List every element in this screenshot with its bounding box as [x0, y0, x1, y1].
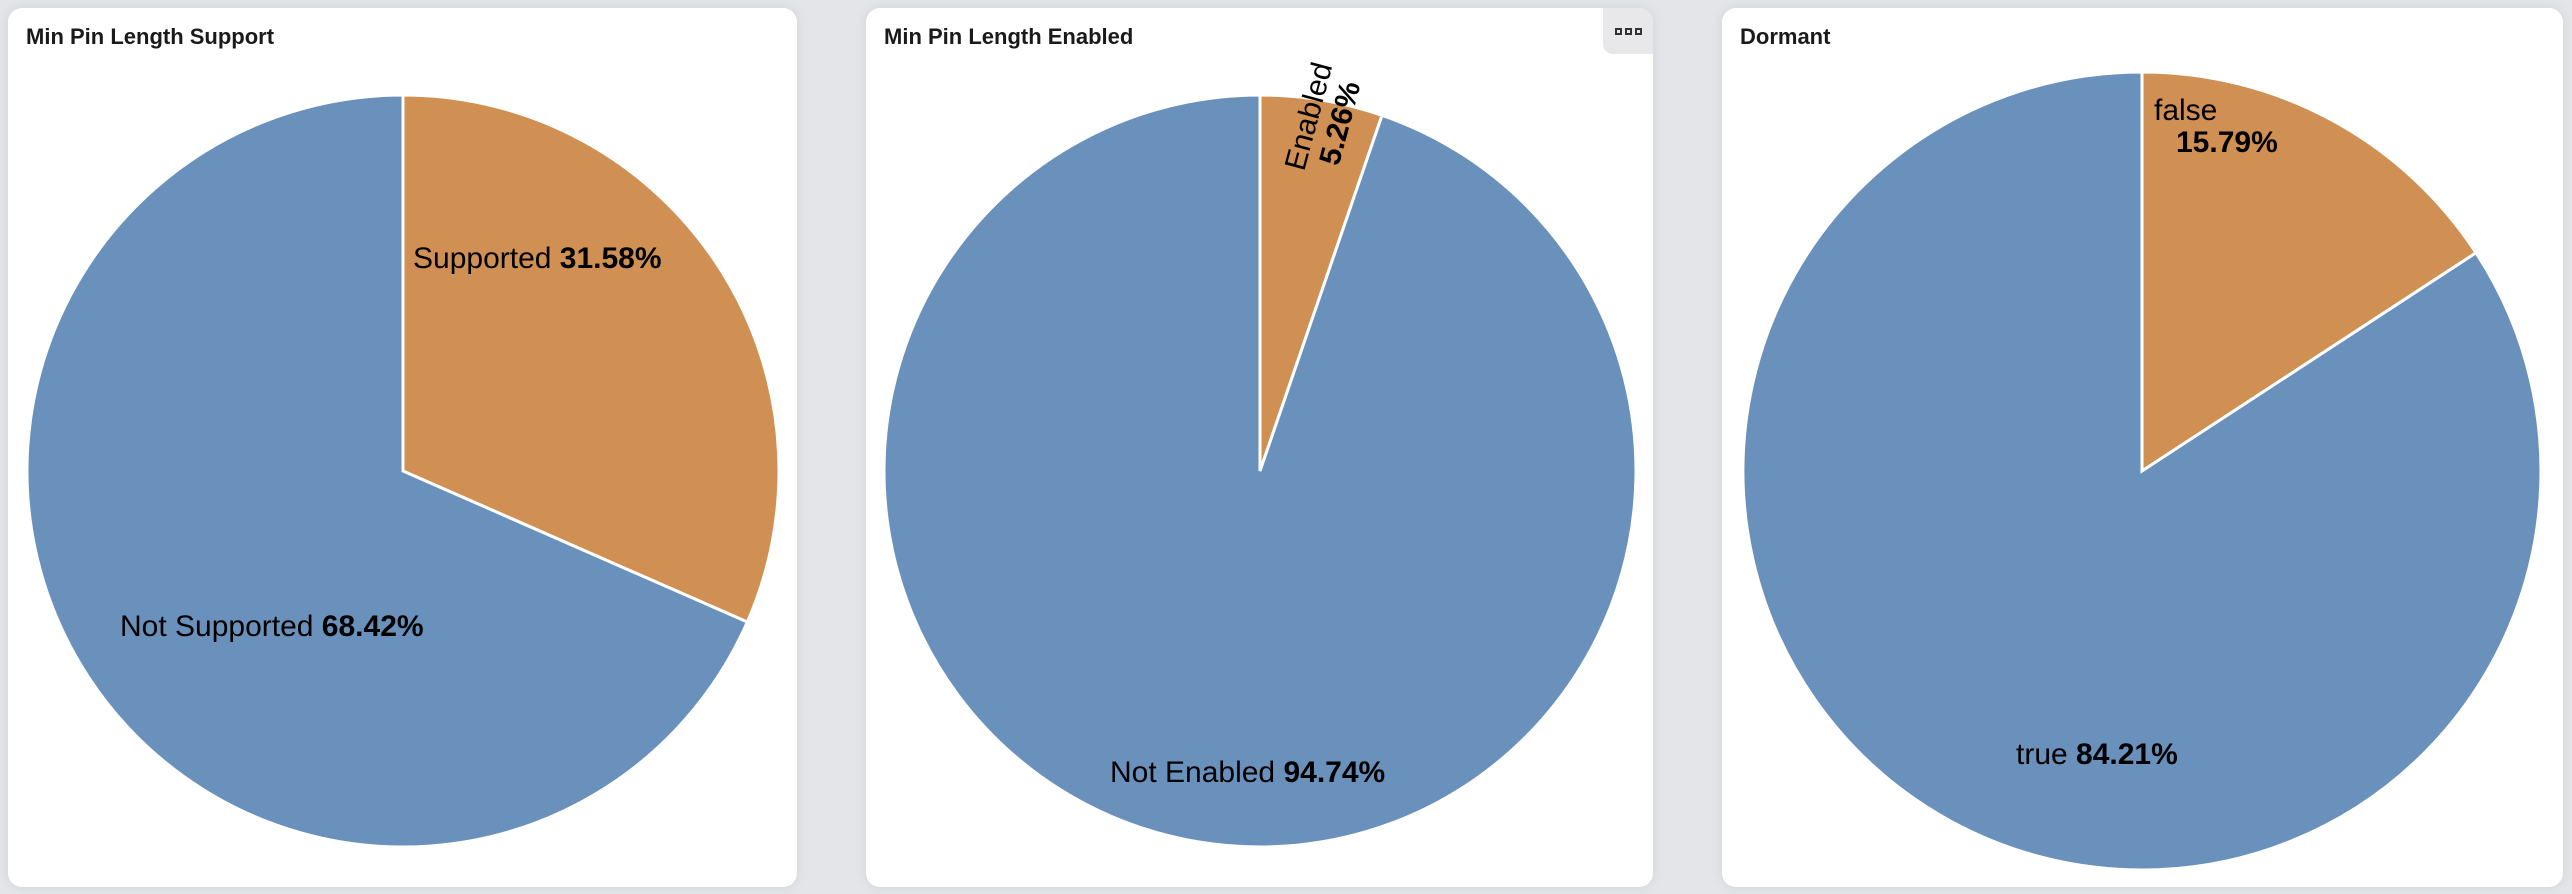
- pie-slice-true[interactable]: [1741, 70, 2543, 872]
- slice-label-value: 31.58%: [551, 242, 661, 275]
- slice-label-value: 94.74%: [1275, 756, 1385, 789]
- slice-label-name: true: [2016, 738, 2068, 771]
- pie-chart: Supported 31.58% Not Supported 68.42%: [25, 93, 781, 849]
- slice-label: false 15.79%: [2154, 94, 2278, 159]
- panel-title: Min Pin Length Support: [26, 24, 275, 49]
- slice-label: Not Enabled 94.74%: [1110, 756, 1385, 789]
- panel-title: Min Pin Length Enabled: [884, 24, 1134, 49]
- more-options-icon[interactable]: [1603, 8, 1653, 54]
- slice-label-value: 15.79%: [2176, 126, 2278, 159]
- panel-title: Dormant: [1740, 24, 1831, 49]
- slice-label: Not Supported 68.42%: [120, 610, 424, 643]
- panel-min-pin-length-enabled: Min Pin Length Enabled Enabled5.26% Not E…: [866, 8, 1653, 887]
- slice-label: Supported 31.58%: [413, 242, 662, 275]
- pie-slice-not-supported[interactable]: [25, 93, 750, 849]
- pie-slice-false[interactable]: [2140, 70, 2479, 474]
- slice-label-name: Not Enabled: [1110, 756, 1275, 789]
- slice-label-value: 84.21%: [2068, 738, 2178, 771]
- panel-min-pin-length-support: Min Pin Length Support Supported 31.58% N…: [8, 8, 797, 887]
- slice-label-value: 68.42%: [313, 610, 423, 643]
- pie-slice-not-enabled[interactable]: [882, 93, 1638, 849]
- slice-label-name: false: [2154, 94, 2217, 127]
- pie-slice-supported[interactable]: [401, 93, 781, 625]
- pie-chart: Enabled5.26%Not Enabled 94.74%: [882, 59, 1638, 849]
- pie-chart: false 15.79% true 84.21%: [1741, 70, 2543, 872]
- panel-dormant: Dormant false 15.79% true 84.21%: [1722, 8, 2563, 887]
- slice-label-name: Not Supported: [120, 610, 313, 643]
- slice-label: true 84.21%: [2016, 738, 2178, 771]
- slice-label-name: Supported: [413, 242, 551, 275]
